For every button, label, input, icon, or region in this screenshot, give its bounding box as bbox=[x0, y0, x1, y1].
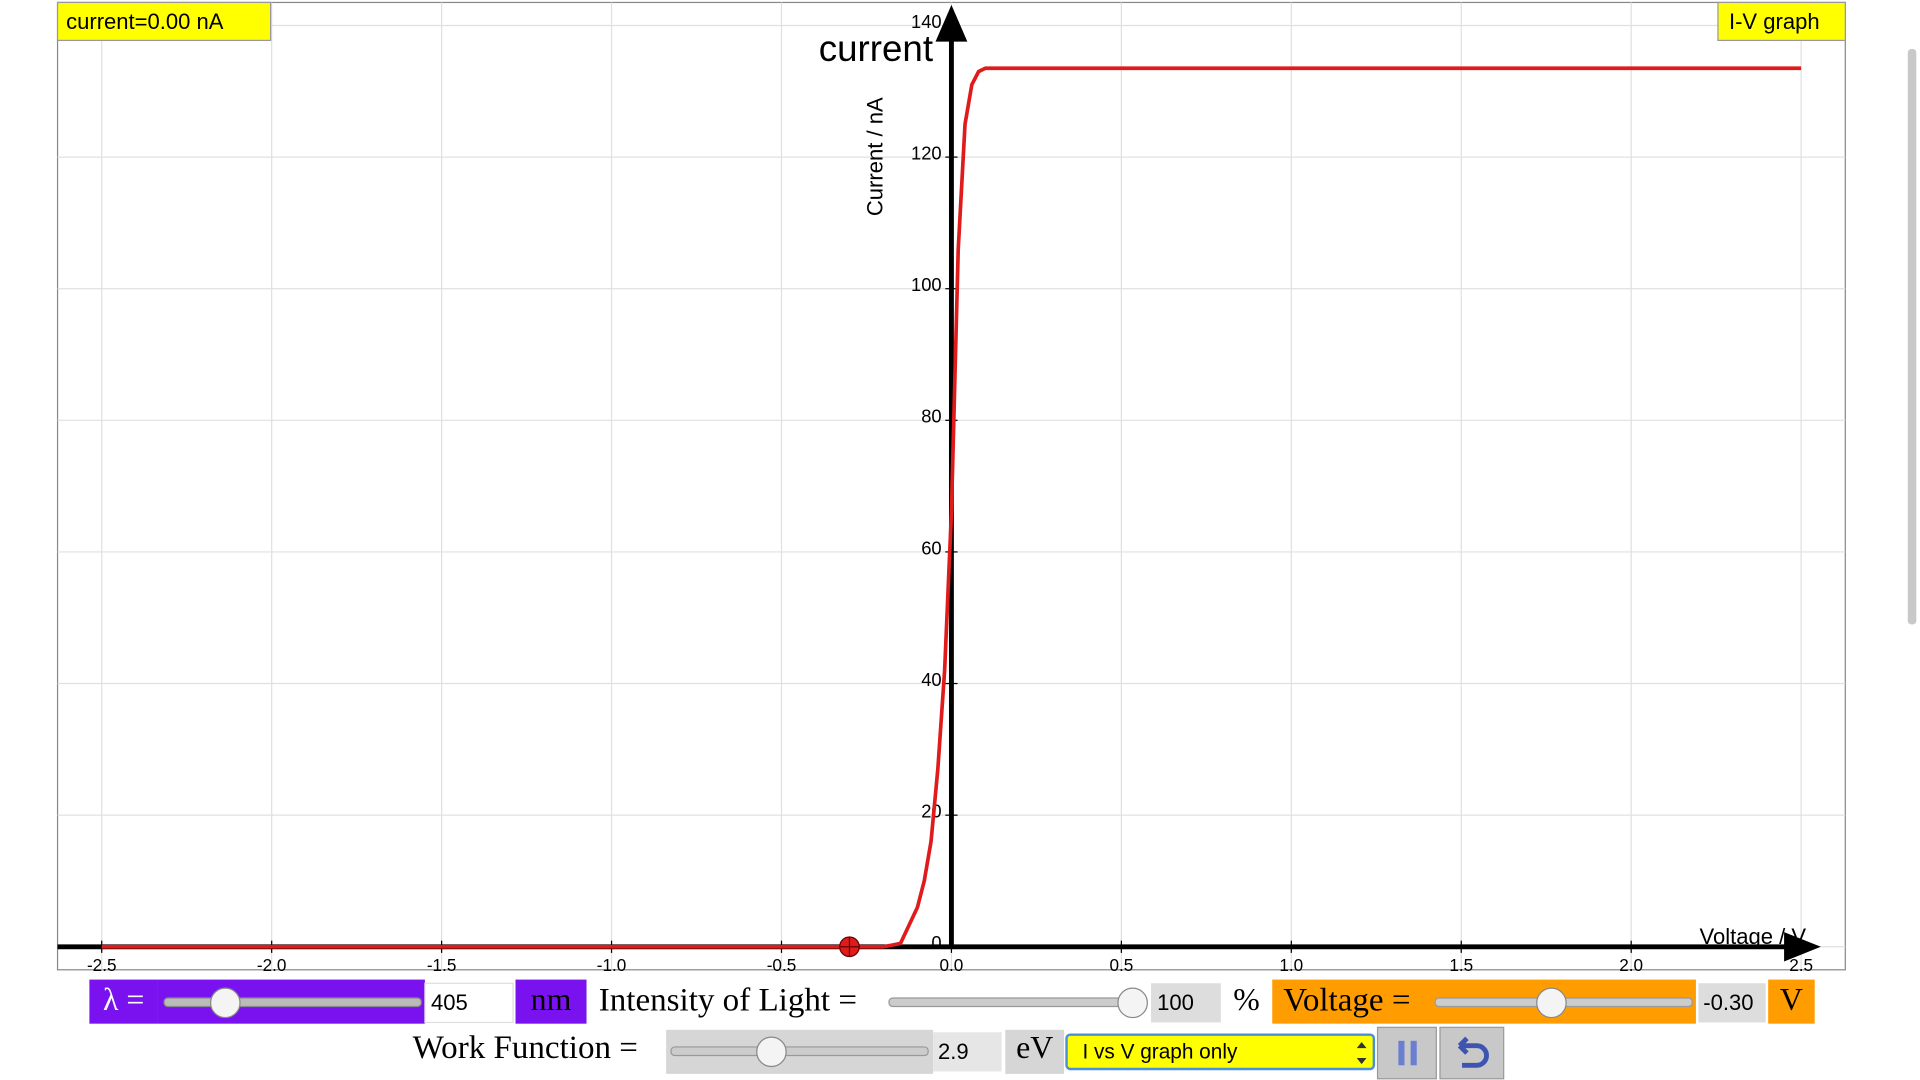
x-tick-label: -0.5 bbox=[767, 955, 797, 975]
readout-box bbox=[56, 1, 272, 42]
wavelength-unit-box bbox=[515, 979, 587, 1024]
wavelength-input[interactable] bbox=[424, 982, 514, 1024]
y-axis-arrow bbox=[935, 4, 968, 42]
y-tick-label: 0 bbox=[931, 932, 941, 953]
intensity-input[interactable] bbox=[1151, 983, 1221, 1023]
y-tick-label: 120 bbox=[911, 142, 942, 163]
wavelength-slider[interactable] bbox=[163, 997, 422, 1008]
voltage-thumb[interactable] bbox=[1536, 987, 1567, 1019]
work-function-unit: eV bbox=[1016, 1030, 1053, 1065]
voltage-value: -0.30 bbox=[1703, 990, 1753, 1015]
y-tick-label: 60 bbox=[921, 537, 941, 558]
intensity-unit: % bbox=[1233, 982, 1260, 1017]
readout: current=0.00 nA bbox=[66, 9, 224, 34]
iv-curve bbox=[101, 66, 1802, 949]
intensity-slider[interactable] bbox=[888, 997, 1145, 1008]
work-function-value: 2.9 bbox=[938, 1039, 969, 1064]
wavelength-value: 405 bbox=[431, 990, 468, 1015]
y-tick-label: 140 bbox=[911, 11, 942, 32]
pause-button[interactable] bbox=[1376, 1026, 1437, 1080]
x-tick-label: 2.0 bbox=[1619, 955, 1643, 975]
intensity-thumb[interactable] bbox=[1117, 987, 1148, 1019]
mode-label-box bbox=[1717, 1, 1846, 42]
x-tick-label: -1.0 bbox=[597, 955, 627, 975]
x-tick-label: 1.5 bbox=[1449, 955, 1473, 975]
x-axis-arrow bbox=[1784, 932, 1821, 962]
work-function-thumb[interactable] bbox=[756, 1036, 787, 1068]
intensity-label: Intensity of Light = bbox=[599, 982, 857, 1018]
voltage-unit-box bbox=[1768, 979, 1815, 1024]
work-function-label: Work Function = bbox=[413, 1030, 638, 1066]
plot: -2.5 -2.0 -1.5 -1.0 -0.5 0.0 0.5 1.0 1.5 2.0 2.5 0 2… bbox=[57, 2, 1846, 975]
operating-point-cross bbox=[839, 936, 860, 957]
x-tick-label: 2.5 bbox=[1789, 955, 1813, 975]
axis-name: current bbox=[819, 28, 933, 69]
pause-icon bbox=[1398, 1040, 1405, 1066]
x-tick-label: 0.0 bbox=[940, 955, 964, 975]
x-tick-label: 1.0 bbox=[1279, 955, 1303, 975]
voltage-unit: V bbox=[1780, 982, 1803, 1017]
reset-button[interactable] bbox=[1439, 1026, 1505, 1080]
select-arrows bbox=[1356, 1042, 1367, 1065]
x-axis-label: Voltage / V bbox=[1700, 924, 1807, 949]
voltage-label: Voltage = bbox=[1283, 982, 1410, 1018]
x-tick-label: -1.5 bbox=[427, 955, 457, 975]
scrollbar[interactable] bbox=[1907, 48, 1917, 625]
y-tick-label: 80 bbox=[921, 406, 941, 427]
pause-icon bbox=[1410, 1040, 1417, 1066]
mode-select-text: I vs V graph only bbox=[1082, 1041, 1238, 1064]
y-tick-label: 100 bbox=[911, 274, 942, 295]
y-tick-label: 20 bbox=[921, 801, 941, 822]
x-tick-label: -2.5 bbox=[87, 955, 117, 975]
x-tick-label: -2.0 bbox=[257, 955, 287, 975]
x-tick-label: 0.5 bbox=[1109, 955, 1133, 975]
wavelength-label-box bbox=[89, 979, 158, 1024]
work-function-unit-box bbox=[1005, 1029, 1065, 1074]
mode-select[interactable] bbox=[1065, 1033, 1376, 1071]
work-function-slider[interactable] bbox=[670, 1046, 929, 1057]
y-tick-label: 40 bbox=[921, 669, 941, 690]
intensity-value: 100 bbox=[1157, 990, 1194, 1015]
wavelength-unit: nm bbox=[531, 982, 572, 1017]
wavelength-thumb[interactable] bbox=[210, 987, 241, 1019]
voltage-input[interactable] bbox=[1698, 983, 1766, 1023]
y-axis-label: Current / nA bbox=[863, 97, 888, 216]
mode-label: I-V graph bbox=[1729, 9, 1820, 34]
work-function-input[interactable] bbox=[933, 1032, 1002, 1072]
wavelength-label: λ = bbox=[103, 982, 144, 1017]
reset-icon bbox=[1457, 1036, 1489, 1068]
